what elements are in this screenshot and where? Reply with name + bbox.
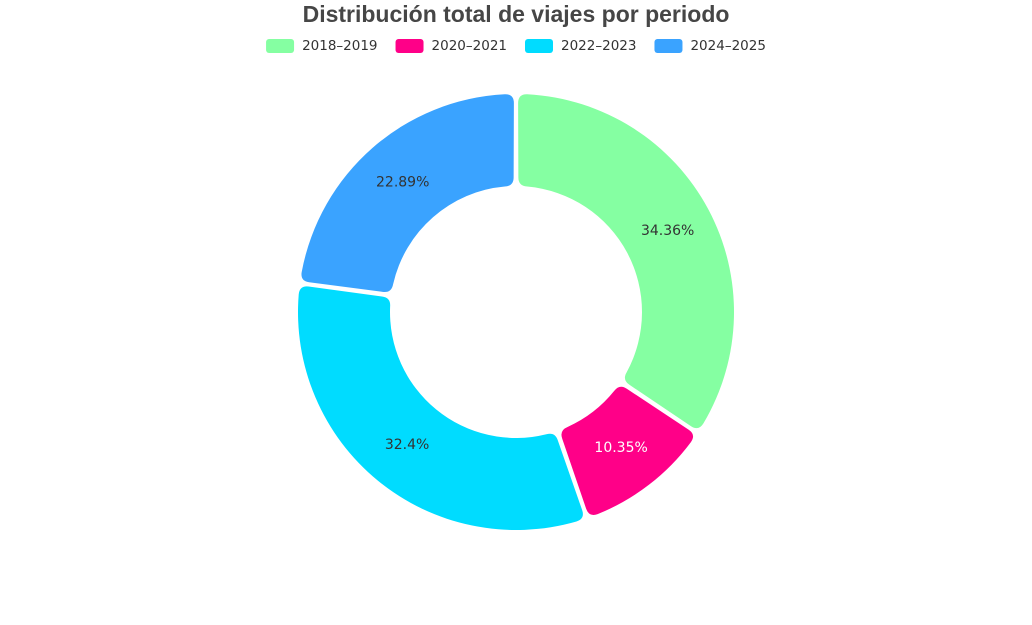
legend-item[interactable]: 2018–2019 xyxy=(266,38,378,54)
chart-title: Distribución total de viajes por periodo xyxy=(303,1,730,27)
legend-label: 2022–2023 xyxy=(561,38,636,54)
legend-item[interactable]: 2020–2021 xyxy=(395,38,507,54)
slice-2024–2025[interactable] xyxy=(301,94,514,292)
slice-value-label: 32.4% xyxy=(385,437,429,453)
legend-swatch xyxy=(266,39,295,53)
slice-2022–2023[interactable] xyxy=(298,286,583,531)
legend-item[interactable]: 2022–2023 xyxy=(525,38,636,54)
legend-label: 2018–2019 xyxy=(302,38,377,54)
legend-label: 2024–2025 xyxy=(690,38,765,54)
slice-value-label: 34.36% xyxy=(641,223,694,239)
slice-value-label: 10.35% xyxy=(594,440,647,456)
legend-item[interactable]: 2024–2025 xyxy=(654,38,766,54)
slice-value-label: 22.89% xyxy=(376,175,429,191)
slice-labels: 34.36% 10.35% 32.4% 22.89% xyxy=(376,175,694,457)
chart-legend: 2018–2019 2020–2021 2022–2023 2024–2025 xyxy=(266,38,766,54)
legend-swatch xyxy=(525,39,553,53)
legend-label: 2020–2021 xyxy=(432,38,507,54)
legend-swatch xyxy=(395,39,424,53)
slice-2018–2019[interactable] xyxy=(518,94,735,429)
chart-slices xyxy=(298,94,735,531)
legend-swatch xyxy=(654,39,683,53)
slice-2020–2021[interactable] xyxy=(561,386,694,516)
